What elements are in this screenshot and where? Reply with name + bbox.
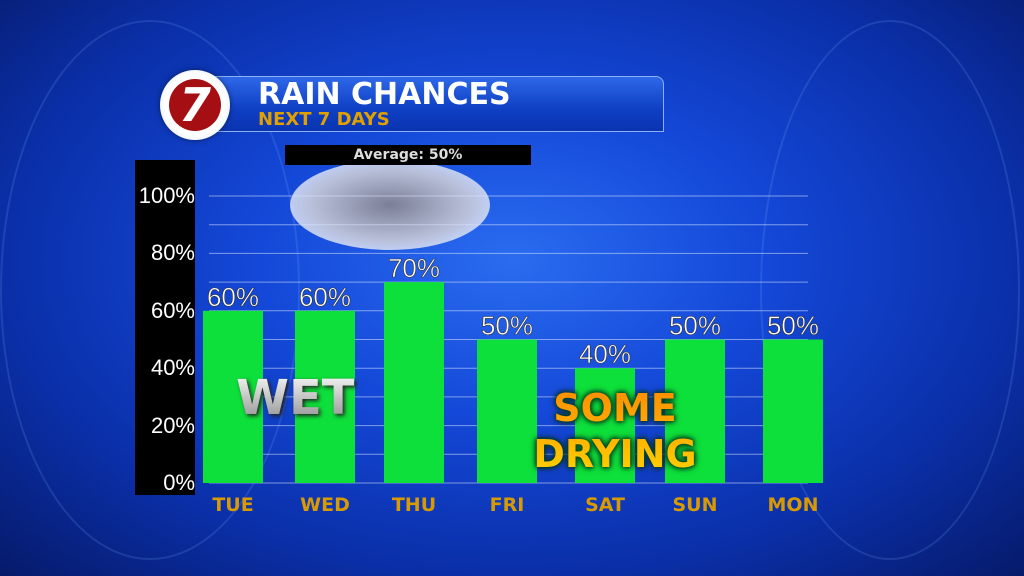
rain-cloud-icon [290,160,490,250]
chart-title: RAIN CHANCES [258,77,511,112]
background-arc [0,20,300,560]
y-tick-label: 80% [150,240,195,266]
chart-subtitle: NEXT 7 DAYS [258,109,390,130]
x-tick-label: TUE [212,494,253,516]
bar-thu [384,282,444,483]
bar-sat [575,368,635,483]
some-drying-annotation: SOME DRYING [500,385,730,477]
bar-fri [477,339,537,483]
x-tick-label: WED [300,494,350,516]
y-tick-label: 40% [150,355,195,381]
data-label: 50% [669,311,721,341]
y-tick-label: 60% [150,297,195,323]
y-tick-label: 20% [150,412,195,438]
bar-tue [203,310,263,483]
x-tick-label: FRI [490,494,525,516]
data-label: 60% [207,282,259,312]
x-tick-label: THU [392,494,436,516]
x-tick-label: SAT [585,494,625,516]
data-label: 40% [579,339,631,369]
x-tick-label: SUN [672,494,717,516]
background-arc [760,20,1020,560]
wet-annotation: WET [236,370,355,426]
average-label: Average: 50% [285,145,531,165]
data-label: 50% [481,311,533,341]
y-tick-label: 0% [163,470,195,495]
y-tick-label: 100% [138,183,195,208]
channel-7-logo: 7 [160,70,230,140]
y-axis-panel: 0% 20% 40% 60% 80% 100% [135,160,195,495]
title-banner: RAIN CHANCES NEXT 7 DAYS [200,76,664,132]
bar-mon [763,339,823,483]
data-label: 70% [388,253,440,283]
bar-sun [665,339,725,483]
data-label: 60% [299,282,351,312]
data-label: 50% [767,311,819,341]
bar-wed [295,310,355,483]
x-tick-label: MON [768,494,819,516]
